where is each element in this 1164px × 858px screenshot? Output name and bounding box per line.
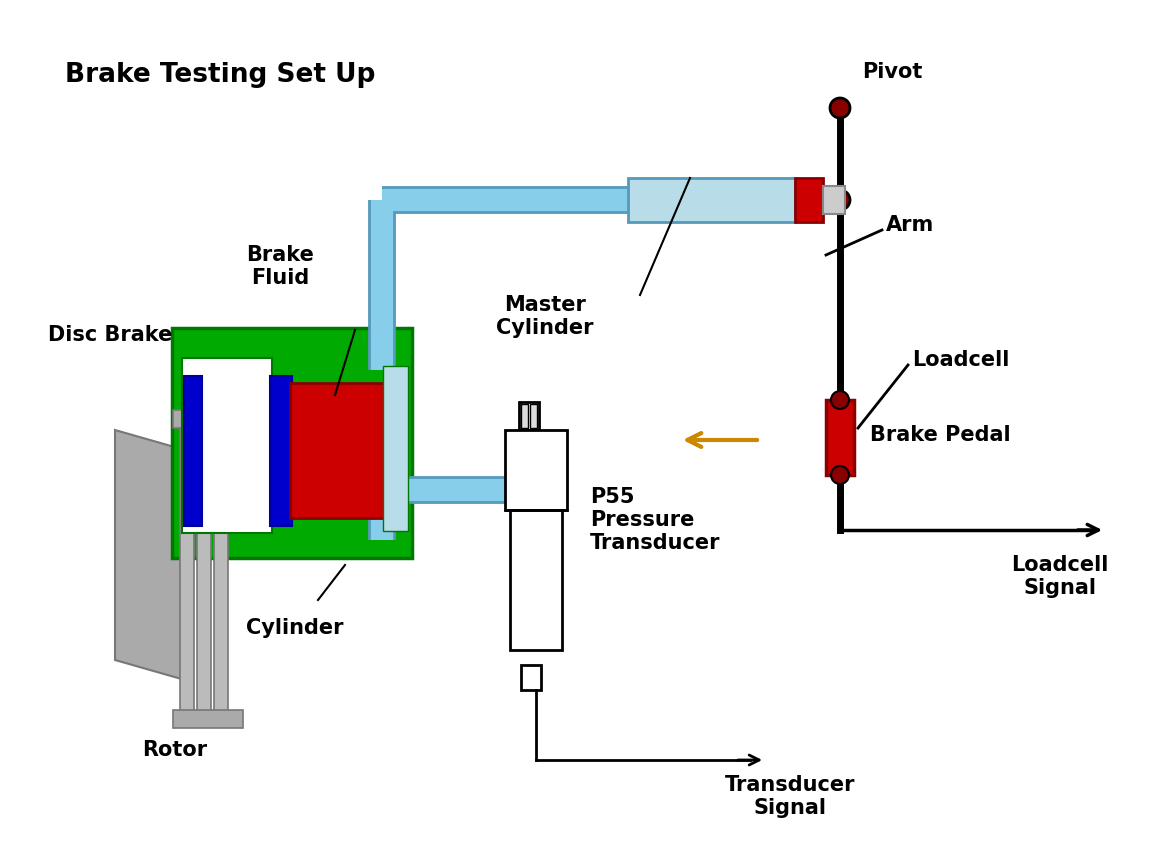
Text: Pivot: Pivot: [863, 62, 922, 82]
Circle shape: [830, 190, 850, 210]
Bar: [290, 383, 385, 518]
Text: Rotor: Rotor: [142, 740, 207, 760]
Text: Brake Pedal: Brake Pedal: [870, 425, 1010, 445]
Bar: [172, 328, 412, 558]
Bar: [629, 178, 795, 222]
Bar: [180, 420, 194, 720]
Bar: [214, 420, 228, 720]
Text: Brake
Fluid: Brake Fluid: [246, 245, 314, 288]
Bar: [519, 402, 539, 430]
Bar: [197, 420, 211, 720]
Circle shape: [831, 391, 849, 409]
Text: Disc Brake: Disc Brake: [48, 325, 172, 345]
Bar: [510, 510, 562, 650]
Text: Loadcell: Loadcell: [913, 350, 1009, 370]
Bar: [826, 400, 854, 475]
Bar: [521, 665, 541, 690]
Bar: [521, 404, 528, 428]
Bar: [270, 376, 292, 526]
Bar: [795, 178, 823, 222]
Text: Brake Testing Set Up: Brake Testing Set Up: [65, 62, 375, 88]
Text: Cylinder: Cylinder: [247, 618, 343, 638]
Text: Transducer
Signal: Transducer Signal: [725, 775, 856, 819]
Bar: [182, 358, 272, 533]
Text: Loadcell
Signal: Loadcell Signal: [1012, 555, 1108, 598]
Circle shape: [830, 98, 850, 118]
Bar: [173, 410, 243, 428]
Text: Master
Cylinder: Master Cylinder: [496, 295, 594, 338]
Text: Arm: Arm: [886, 215, 935, 235]
Circle shape: [831, 466, 849, 484]
Bar: [383, 366, 409, 531]
Bar: [823, 186, 845, 214]
Bar: [505, 430, 567, 510]
Bar: [530, 404, 537, 428]
Bar: [184, 376, 203, 526]
Text: P55
Pressure
Transducer: P55 Pressure Transducer: [590, 486, 721, 553]
Bar: [173, 710, 243, 728]
Polygon shape: [115, 430, 185, 680]
